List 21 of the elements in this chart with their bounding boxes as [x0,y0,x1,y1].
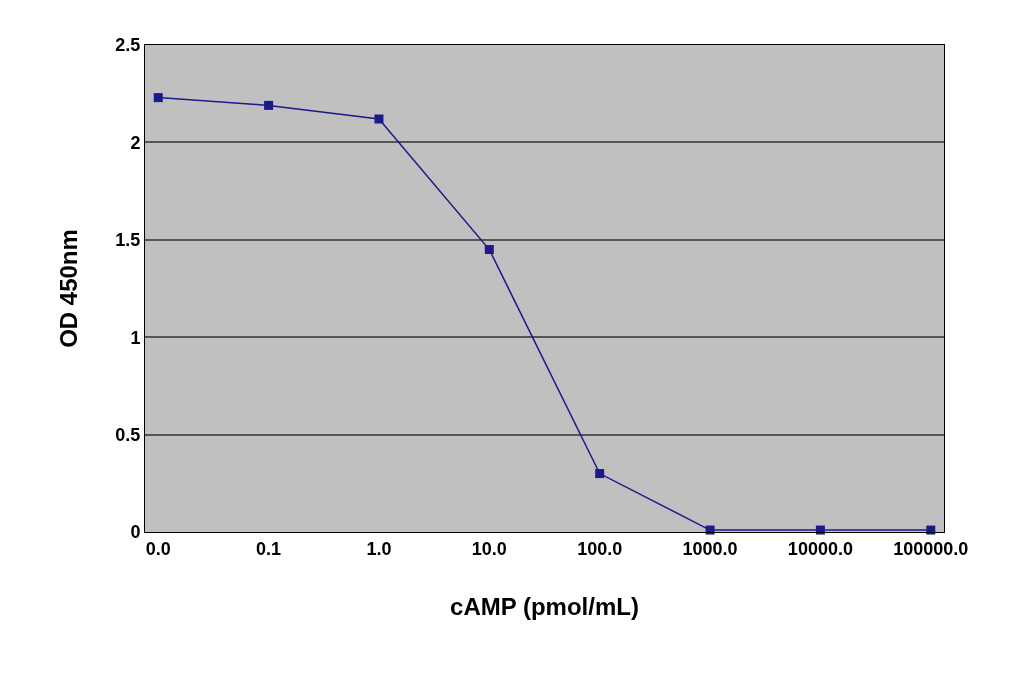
x-tick-label: 1000.0 [682,538,738,559]
y-tick-label: 0.5 [115,424,141,445]
x-tick-label: 100.0 [577,538,623,559]
x-tick-label: 0.1 [256,538,282,559]
point [264,100,274,110]
y-tick-label: 0 [130,522,141,543]
point [484,245,494,255]
y-tick-label: 1.5 [115,230,141,251]
x-axis-title: cAMP (pmol/mL) [450,592,639,620]
x-tick-label: 10.0 [471,538,507,559]
y-axis-title: OD 450nm [55,229,83,348]
x-tick-label: 0.0 [145,538,171,559]
point [153,93,163,103]
y-tick-label: 1 [130,327,141,348]
point [595,469,605,479]
y-tick-label: 2.5 [115,35,141,56]
x-tick-label: 10000.0 [787,538,853,559]
y-tick-label: 2 [130,132,141,153]
x-tick-label: 1.0 [366,538,392,559]
x-tick-label: 100000.0 [893,538,969,559]
point [374,114,384,124]
